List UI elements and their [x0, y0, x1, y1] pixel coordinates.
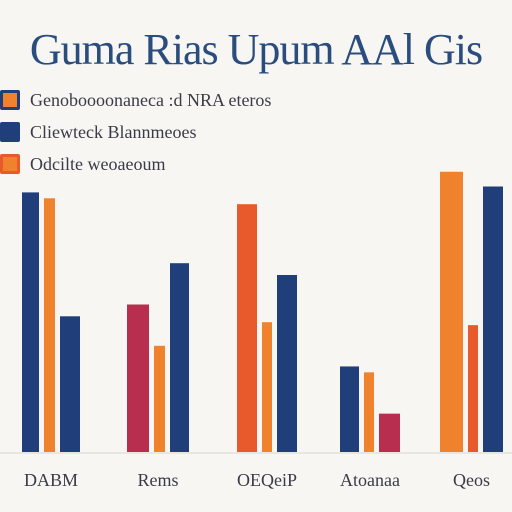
legend-swatch-1: [0, 90, 20, 110]
legend-label-1: Genoboooonaneca :d NRA eteros: [30, 89, 272, 110]
bar-dabm-1: [22, 192, 39, 452]
legend-label-2: Cliewteck Blannmeoes: [30, 121, 197, 142]
bar-rems-1: [127, 304, 149, 452]
bar-atoanaa-1: [340, 366, 359, 452]
bar-rems-2: [154, 345, 165, 452]
bar-oeqeip-2: [262, 322, 272, 452]
legend-swatch-2: [0, 122, 20, 142]
bar-dabm-2: [44, 198, 55, 452]
x-tick-label: DABM: [24, 470, 78, 490]
legend-item-2: Cliewteck Blannmeoes: [0, 116, 271, 148]
x-tick-label: Atoanaa: [340, 470, 400, 490]
bar-rems-3: [170, 263, 189, 452]
bar-qeos-2: [468, 325, 478, 452]
bar-atoanaa-2: [364, 372, 374, 452]
bar-qeos-3: [483, 186, 503, 452]
x-tick-label: OEQeiP: [237, 470, 297, 490]
bar-dabm-3: [60, 316, 80, 452]
bar-oeqeip-1: [237, 204, 257, 452]
legend-swatch-3: [0, 154, 20, 174]
bar-qeos-1: [440, 171, 463, 452]
legend-label-3: Odcilte weoaeoum: [30, 153, 166, 174]
chart-legend: Genoboooonaneca :d NRA eteros Cliewteck …: [0, 84, 271, 180]
x-tick-label: Qeos: [453, 470, 490, 490]
legend-item-3: Odcilte weoaeoum: [0, 148, 271, 180]
chart-title: Guma Rias Upum AAl Gis: [29, 25, 483, 74]
legend-item-1: Genoboooonaneca :d NRA eteros: [0, 84, 271, 116]
bar-oeqeip-3: [277, 275, 297, 452]
x-tick-label: Rems: [137, 470, 178, 490]
bar-atoanaa-3: [379, 413, 400, 452]
